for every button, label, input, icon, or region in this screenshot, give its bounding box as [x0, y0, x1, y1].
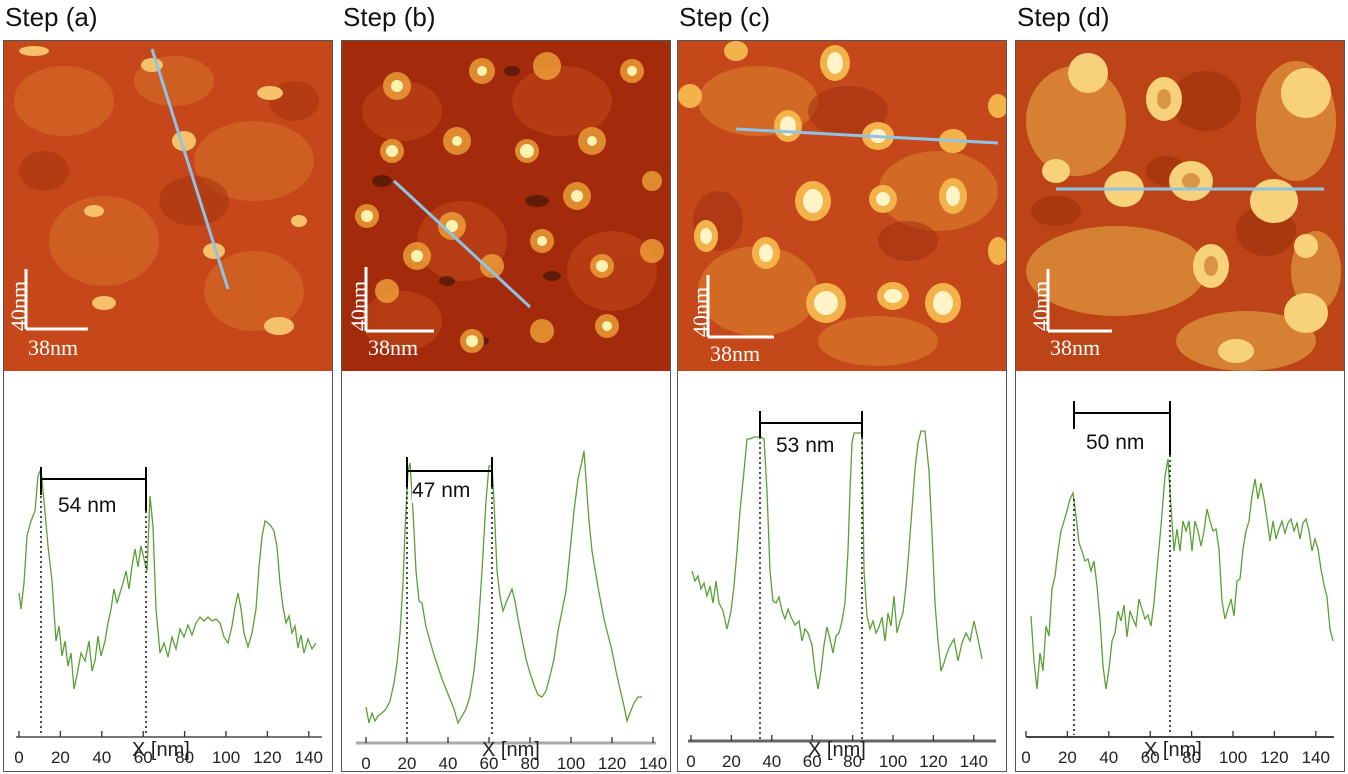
- step-title: Step (b): [343, 2, 436, 32]
- profile-plot: 0 20 40 60 80 100 120 140: [686, 411, 996, 771]
- panel-frame: 38nm 40nm 0 20 40 60 80 100 120 140 50 nm X [nm…: [1015, 40, 1345, 772]
- x-tick-label: 20: [722, 752, 741, 771]
- profile-plot: 0 20 40 60 80 100 120 140: [1021, 401, 1334, 767]
- afm-mottle: [698, 66, 998, 366]
- scale-x-label: 38nm: [28, 335, 79, 360]
- x-tick-label: 140: [960, 752, 988, 771]
- x-tick-label: 40: [1099, 748, 1118, 767]
- scale-y-label: 40nm: [346, 280, 371, 331]
- spacing-label: 54 nm: [58, 494, 117, 518]
- panel-d: Step (d): [1015, 0, 1345, 774]
- step-title: Step (d): [1017, 2, 1110, 32]
- x-tick-label: 40: [92, 748, 111, 767]
- x-tick-label: 60: [134, 748, 153, 767]
- x-tick-label: 100: [1219, 748, 1247, 767]
- x-tick-label: 60: [1141, 748, 1160, 767]
- afm-dark-patches: [19, 81, 319, 226]
- afm-particles: [361, 66, 637, 347]
- afm-particle-cores: [1157, 89, 1218, 276]
- x-tick-label: 40: [439, 754, 458, 771]
- scan-line: [392, 179, 532, 309]
- x-tick-label: 20: [51, 748, 70, 767]
- panel-a: Step (a): [3, 0, 333, 774]
- afm-mottle: [1026, 61, 1341, 371]
- x-tick-label: 140: [639, 754, 667, 771]
- x-tick-label: 40: [762, 752, 781, 771]
- x-tick-label: 120: [919, 752, 947, 771]
- x-tick-label: 120: [253, 748, 281, 767]
- x-tick-label: 80: [843, 752, 862, 771]
- step-title: Step (a): [5, 2, 98, 32]
- x-tick-label: 100: [879, 752, 907, 771]
- spacing-label: 47 nm: [412, 479, 471, 503]
- x-tick-label: 20: [398, 754, 417, 771]
- panel-frame: 38nm 40nm 0 20 40 60 80 100 120 140 47 nm X [nm…: [341, 40, 671, 772]
- x-tick-label: 120: [1260, 748, 1288, 767]
- scale-y-label: 40nm: [688, 286, 713, 337]
- panel-b: Step (b): [341, 0, 671, 774]
- x-axis-label: X [nm]: [1144, 739, 1202, 761]
- x-tick-label: 100: [212, 748, 240, 767]
- x-tick-label: 100: [557, 754, 585, 771]
- profile-line: [691, 430, 983, 690]
- profile-line: [1030, 458, 1334, 690]
- x-tick-label: 140: [295, 748, 323, 767]
- x-tick-label: 0: [686, 752, 695, 771]
- x-tick-label: 0: [14, 748, 23, 767]
- profile-plot: 0 20 40 60 80 100 120 140: [356, 450, 667, 771]
- x-tick-label: 80: [1182, 748, 1201, 767]
- panel-frame: 38nm 40nm 0 20 40 60 80 100 120 140 53 nm X [nm…: [677, 40, 1007, 772]
- spacing-label: 50 nm: [1086, 431, 1145, 455]
- x-tick-label: 0: [361, 754, 370, 771]
- scale-x-label: 38nm: [710, 341, 761, 366]
- afm-particles-halo: [355, 52, 664, 353]
- scan-line: [735, 127, 999, 145]
- x-tick-label: 0: [1021, 748, 1030, 767]
- x-tick-label: 60: [480, 754, 499, 771]
- x-axis-ticks: 0 20 40 60 80 100 120 140: [686, 735, 988, 771]
- scale-y-label: 40nm: [1028, 280, 1053, 331]
- afm-image: [4, 41, 332, 371]
- x-tick-label: 120: [598, 754, 626, 771]
- x-axis-label: X [nm]: [482, 739, 540, 761]
- panel-c: Step (c): [677, 0, 1007, 774]
- x-tick-label: 20: [1058, 748, 1077, 767]
- x-axis-ticks: 0 20 40 60 80 100 120 140: [361, 737, 667, 771]
- scan-line: [150, 48, 230, 290]
- profile-plot: 0 20 40 60 80 100 120 140: [14, 467, 323, 767]
- x-tick-label: 80: [175, 748, 194, 767]
- x-axis-ticks: 0 20 40 60 80 100 120 140: [1021, 731, 1330, 767]
- x-axis-ticks: 0 20 40 60 80 100 120 140: [14, 731, 323, 767]
- scale-x-label: 38nm: [1050, 335, 1101, 360]
- profile-line: [18, 468, 317, 690]
- x-tick-label: 60: [803, 752, 822, 771]
- profile-line: [365, 450, 642, 725]
- x-axis-label: X [nm]: [132, 739, 190, 761]
- afm-image: [678, 41, 1006, 371]
- afm-image: [342, 41, 670, 371]
- afm-dark-patches: [372, 66, 561, 345]
- x-tick-label: 140: [1302, 748, 1330, 767]
- spacing-label: 53 nm: [776, 434, 835, 458]
- scale-y-label: 40nm: [6, 280, 31, 331]
- step-title: Step (c): [679, 2, 771, 32]
- afm-image: [1016, 41, 1344, 371]
- x-tick-label: 80: [521, 754, 540, 771]
- x-axis-label: X [nm]: [808, 739, 866, 761]
- panel-frame: 38nm 40nm 0 20 40 60 80 100 120 140 54 nm X [nm…: [3, 40, 333, 772]
- scale-x-label: 38nm: [368, 335, 419, 360]
